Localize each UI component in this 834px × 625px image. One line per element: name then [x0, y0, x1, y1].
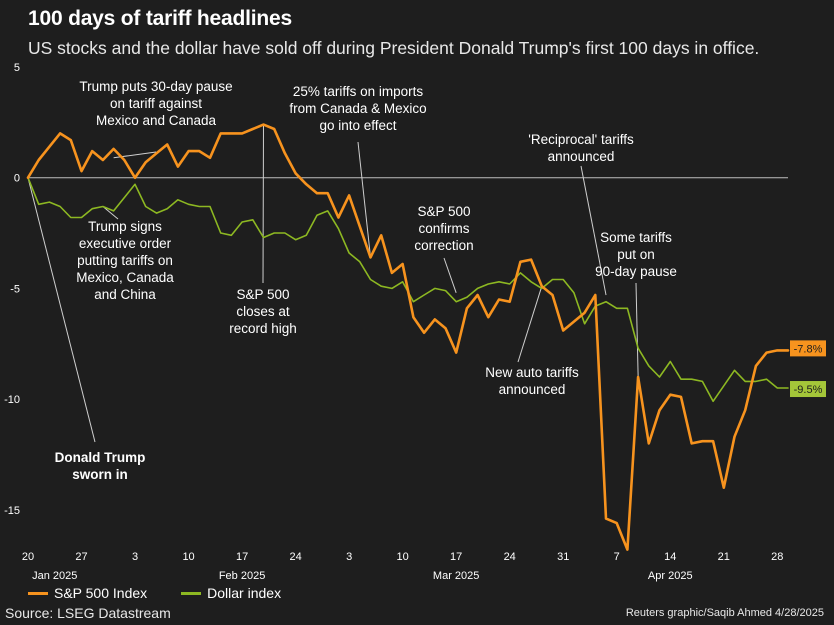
- x-tick-label: 3: [132, 551, 138, 563]
- annotation-text: confirms: [418, 221, 469, 236]
- end-label-sp500: -7.8%: [794, 343, 823, 355]
- annotation-leader: [357, 141, 372, 258]
- annotation-leader: [580, 165, 607, 296]
- credit-note: Reuters graphic/Saqib Ahmed 4/28/2025: [625, 607, 824, 619]
- annotation-text: S&P 500: [236, 287, 289, 302]
- annotation-text: announced: [548, 149, 615, 164]
- legend-label-sp500: S&P 500 Index: [54, 585, 148, 601]
- annotation-text: announced: [499, 382, 566, 397]
- annotation-leader: [443, 257, 457, 293]
- x-tick-label: 3: [346, 551, 352, 563]
- end-label-sp500-box: [790, 340, 826, 357]
- x-tick-label: 17: [236, 551, 248, 563]
- annotation-text: from Canada & Mexico: [289, 101, 426, 116]
- sp500-line: [26, 123, 790, 551]
- y-tick-label: 5: [14, 62, 20, 74]
- x-tick-label: 20: [22, 551, 34, 563]
- chart-subtitle: US stocks and the dollar have sold off d…: [28, 38, 760, 58]
- annotation-leader: [27, 177, 96, 443]
- annotation-leader: [635, 282, 639, 377]
- x-tick-label: 24: [289, 551, 301, 563]
- x-tick-label: 21: [718, 551, 730, 563]
- annotation-text: Mexico and Canada: [96, 113, 217, 128]
- x-month-label: Feb 2025: [219, 570, 265, 582]
- annotation-leader: [102, 206, 119, 220]
- annotation-text: and China: [94, 287, 156, 302]
- legend-item-sp500: S&P 500 Index: [28, 585, 147, 601]
- annotation-text: 90-day pause: [595, 264, 677, 279]
- annotation-text: executive order: [79, 236, 172, 251]
- annotation-text: Donald Trump: [55, 450, 146, 465]
- annotation-text: put on: [617, 247, 655, 262]
- annotation-text: putting tariffs on: [77, 253, 173, 268]
- end-label-dollar-box: [790, 381, 826, 398]
- annotation-text: go into effect: [319, 118, 396, 133]
- y-tick-label: -15: [4, 505, 20, 517]
- legend-label-dollar: Dollar index: [207, 585, 282, 601]
- x-tick-label: 27: [75, 551, 87, 563]
- x-tick-label: 7: [614, 551, 620, 563]
- legend-item-dollar: Dollar index: [181, 585, 281, 601]
- x-tick-label: 14: [664, 551, 676, 563]
- source-note: Source: LSEG Datastream: [5, 605, 171, 621]
- annotation-text: New auto tariffs: [485, 365, 579, 380]
- annotation-text: correction: [414, 238, 473, 253]
- annotation-text: Trump signs: [88, 219, 162, 234]
- legend-swatch-dollar: [181, 591, 202, 595]
- chart-title: 100 days of tariff headlines: [28, 7, 292, 30]
- annotation-leader: [517, 286, 543, 363]
- annotation-text: Trump puts 30-day pause: [79, 79, 232, 94]
- x-tick-label: 28: [771, 551, 783, 563]
- x-tick-label: 10: [397, 551, 409, 563]
- legend: S&P 500 Index Dollar index: [28, 585, 315, 601]
- x-tick-label: 31: [557, 551, 569, 563]
- annotation-text: 25% tariffs on imports: [293, 84, 424, 99]
- x-month-label: Mar 2025: [433, 570, 479, 582]
- legend-swatch-sp500: [28, 591, 48, 595]
- annotation-text: Mexico, Canada: [76, 270, 174, 285]
- annotation-text: sworn in: [72, 467, 128, 482]
- annotation-text: closes at: [236, 304, 290, 319]
- y-tick-label: 0: [14, 173, 20, 185]
- annotation-text: 'Reciprocal' tariffs: [528, 132, 634, 147]
- annotation-text: record high: [229, 321, 297, 336]
- x-tick-label: 10: [182, 551, 194, 563]
- annotation-text: on tariff against: [110, 96, 202, 111]
- end-label-dollar: -9.5%: [794, 384, 823, 396]
- x-tick-label: 17: [450, 551, 462, 563]
- x-month-label: Jan 2025: [32, 570, 77, 582]
- x-tick-label: 24: [504, 551, 516, 563]
- annotation-text: Some tariffs: [600, 230, 672, 245]
- x-month-label: Apr 2025: [648, 570, 693, 582]
- annotation-text: S&P 500: [417, 204, 470, 219]
- y-tick-label: -10: [4, 394, 20, 406]
- y-tick-label: -5: [10, 283, 20, 295]
